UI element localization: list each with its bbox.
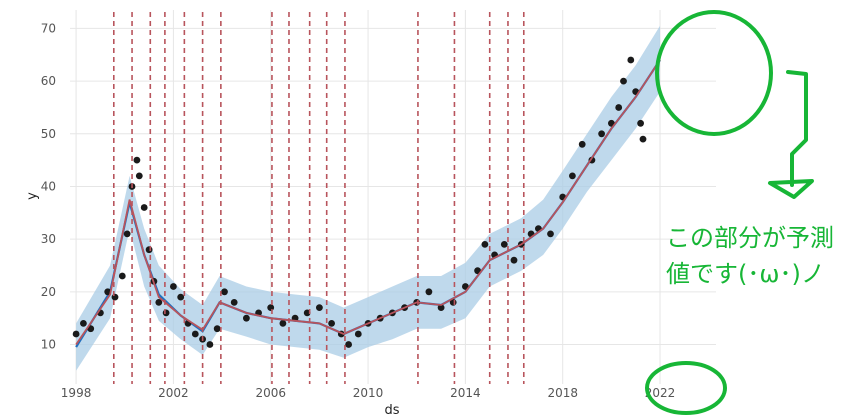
- forecast-interval-area: [76, 25, 661, 371]
- trend-line-layer: [75, 59, 661, 346]
- observed-point: [279, 320, 287, 327]
- annotation-markup: この部分が予測 値です(･ω･)ノ: [645, 10, 834, 415]
- y-axis-label: y: [25, 192, 40, 200]
- observed-point: [80, 320, 87, 327]
- observed-point: [206, 341, 214, 348]
- y-tick-label: 30: [41, 232, 56, 246]
- observed-point: [615, 104, 623, 111]
- observed-point: [177, 293, 185, 301]
- x-tick-label: 2018: [547, 386, 578, 400]
- x-tick-label: 2014: [450, 386, 481, 400]
- observed-point: [354, 330, 362, 338]
- observed-point: [221, 288, 228, 296]
- observed-point: [162, 309, 170, 317]
- observed-point: [267, 304, 275, 311]
- annotation-text-line-2: 値です(･ω･)ノ: [666, 260, 825, 288]
- observed-point: [316, 304, 323, 311]
- x-axis-label: ds: [384, 403, 399, 416]
- observed-point: [145, 246, 153, 254]
- x-tick-label: 1998: [61, 386, 92, 400]
- year-highlight-circle: [645, 361, 727, 415]
- y-tick-label: 60: [41, 74, 56, 88]
- observed-point: [578, 140, 586, 148]
- observed-point: [72, 330, 80, 338]
- observed-point: [639, 135, 647, 143]
- observed-point: [170, 283, 177, 290]
- y-tick-label: 20: [41, 285, 56, 299]
- observed-point: [243, 314, 250, 322]
- observed-point: [213, 325, 221, 333]
- annotation-text-line-1: この部分が予測: [666, 224, 834, 252]
- observed-point: [118, 272, 126, 280]
- observed-point: [133, 156, 141, 164]
- x-tick-label: 2022: [645, 386, 676, 400]
- uncertainty-band: [76, 25, 661, 371]
- y-tick-label: 50: [41, 127, 56, 141]
- observed-point: [637, 119, 644, 127]
- observed-point: [230, 299, 238, 306]
- observed-point: [328, 320, 335, 327]
- observed-point: [111, 293, 119, 301]
- observed-point: [155, 299, 163, 306]
- observed-point: [598, 130, 605, 138]
- observed-point: [437, 304, 445, 311]
- observed-point: [135, 172, 143, 180]
- pointer-arrow: [768, 70, 814, 199]
- observed-point: [620, 77, 627, 85]
- y-tick-label: 10: [41, 337, 56, 351]
- observed-point: [510, 256, 518, 264]
- observed-point: [627, 56, 635, 64]
- axis-ticks: 10 20 30 40 50 60 70 1998 2002 2006 2010 2014 2018 20…: [41, 21, 676, 400]
- x-tick-label: 2010: [353, 386, 384, 400]
- x-tick-label: 2006: [255, 386, 286, 400]
- observed-point: [425, 288, 433, 296]
- trend-line: [75, 59, 661, 346]
- x-tick-label: 2002: [158, 386, 189, 400]
- observed-point: [569, 172, 576, 180]
- observed-point: [481, 241, 489, 248]
- observed-point: [500, 241, 508, 248]
- observed-point: [123, 230, 131, 238]
- forecast-highlight-circle: [655, 10, 773, 136]
- observed-point: [547, 230, 554, 238]
- y-tick-label: 70: [41, 21, 56, 35]
- observed-point: [140, 204, 148, 211]
- observed-point: [345, 341, 352, 348]
- observed-point: [191, 330, 199, 338]
- y-tick-label: 40: [41, 179, 56, 193]
